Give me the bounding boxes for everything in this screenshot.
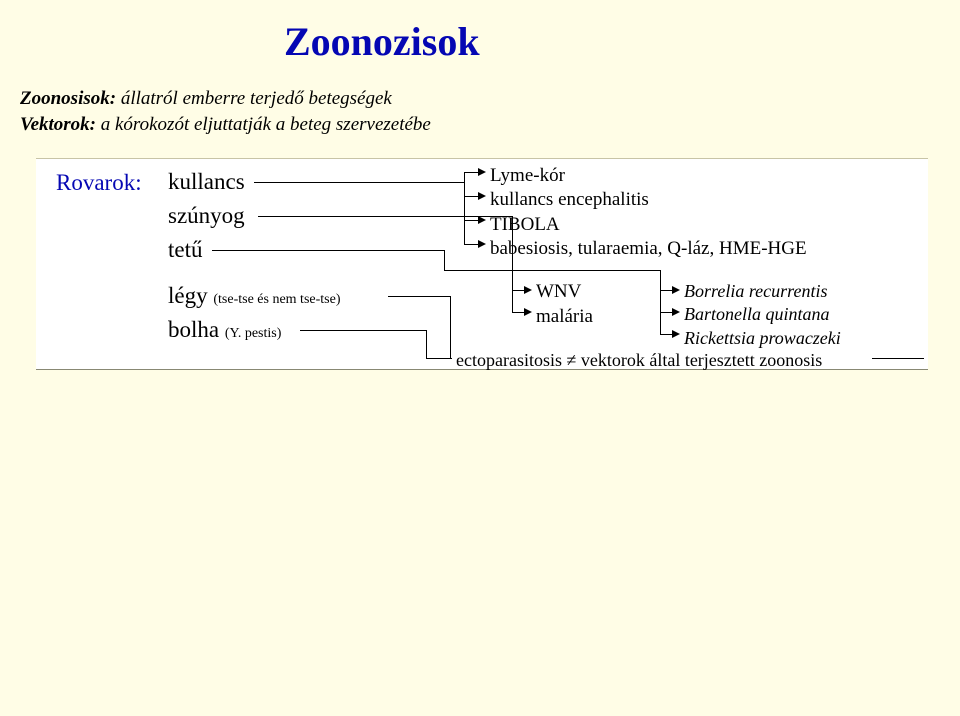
vector-label: szúnyog xyxy=(168,203,245,228)
arrow-icon xyxy=(672,330,680,338)
connector-line xyxy=(450,296,451,358)
connector-line xyxy=(258,216,512,217)
vector-legy: légy (tse-tse és nem tse-tse) xyxy=(168,284,340,307)
disease-list-kullancs: Lyme-kór kullancs encephalitis TIBOLA ba… xyxy=(490,164,807,261)
page-title: Zoonozisok xyxy=(284,18,480,65)
disease-item: babesiosis, tularaemia, Q-láz, HME-HGE xyxy=(490,237,807,261)
connector-line xyxy=(660,270,661,334)
disease-item: WNV xyxy=(536,280,593,305)
arrow-icon xyxy=(478,168,486,176)
connector-line xyxy=(660,334,672,335)
vector-label: kullancs xyxy=(168,169,245,194)
connector-line xyxy=(464,172,465,244)
vector-label: bolha xyxy=(168,317,219,342)
disease-list-tetu: Borrelia recurrentis Bartonella quintana… xyxy=(684,280,841,350)
arrow-icon xyxy=(478,240,486,248)
arrow-icon xyxy=(672,308,680,316)
ectoparasitosis-note: ectoparasitosis ≠ vektorok által terjesz… xyxy=(456,350,822,371)
connector-line xyxy=(660,312,672,313)
connector-line xyxy=(872,358,924,359)
connector-line xyxy=(388,296,450,297)
intro-line-1: Zoonosisok: állatról emberre terjedő bet… xyxy=(20,86,431,112)
intro-line-2: Vektorok: a kórokozót eljuttatják a bete… xyxy=(20,112,431,138)
arrow-icon xyxy=(478,216,486,224)
intro-term-1: Zoonosisok: xyxy=(20,88,116,109)
vector-tetu: tetű xyxy=(168,238,203,261)
intro-block: Zoonosisok: állatról emberre terjedő bet… xyxy=(20,86,431,137)
vector-sublabel: (Y. pestis) xyxy=(225,326,282,341)
vector-label: légy xyxy=(168,283,208,308)
vector-bolha: bolha (Y. pestis) xyxy=(168,318,281,341)
connector-line xyxy=(464,172,478,173)
vector-sublabel: (tse-tse és nem tse-tse) xyxy=(213,292,340,307)
connector-line xyxy=(464,196,478,197)
connector-line xyxy=(426,330,427,358)
connector-line xyxy=(464,244,478,245)
slide: Zoonozisok Zoonosisok: állatról emberre … xyxy=(0,0,960,716)
arrow-icon xyxy=(478,192,486,200)
disease-item: Borrelia recurrentis xyxy=(684,280,841,303)
connector-line xyxy=(512,216,513,312)
disease-item: malária xyxy=(536,305,593,330)
connector-line xyxy=(660,290,672,291)
disease-item: Lyme-kór xyxy=(490,164,807,188)
connector-line xyxy=(444,250,445,270)
disease-item: TIBOLA xyxy=(490,213,807,237)
arrow-icon xyxy=(672,286,680,294)
disease-item: Bartonella quintana xyxy=(684,303,841,326)
disease-item: kullancs encephalitis xyxy=(490,188,807,212)
connector-line xyxy=(444,270,660,271)
connector-line xyxy=(426,358,452,359)
connector-line xyxy=(254,182,464,183)
intro-rest-1: állatról emberre terjedő betegségek xyxy=(116,88,392,109)
intro-rest-2: a kórokozót eljuttatják a beteg szerveze… xyxy=(96,114,431,135)
arrow-icon xyxy=(524,308,532,316)
vector-szunyog: szúnyog xyxy=(168,204,245,227)
disease-item: Rickettsia prowaczeki xyxy=(684,327,841,350)
intro-term-2: Vektorok: xyxy=(20,114,96,135)
connector-line xyxy=(464,220,478,221)
connector-line xyxy=(300,330,426,331)
connector-line xyxy=(512,312,524,313)
vector-kullancs: kullancs xyxy=(168,170,245,193)
arrow-icon xyxy=(524,286,532,294)
vectors-heading: Rovarok: xyxy=(56,170,142,196)
connector-line xyxy=(212,250,444,251)
disease-list-szunyog: WNV malária xyxy=(536,280,593,329)
connector-line xyxy=(512,290,524,291)
vector-label: tetű xyxy=(168,237,203,262)
